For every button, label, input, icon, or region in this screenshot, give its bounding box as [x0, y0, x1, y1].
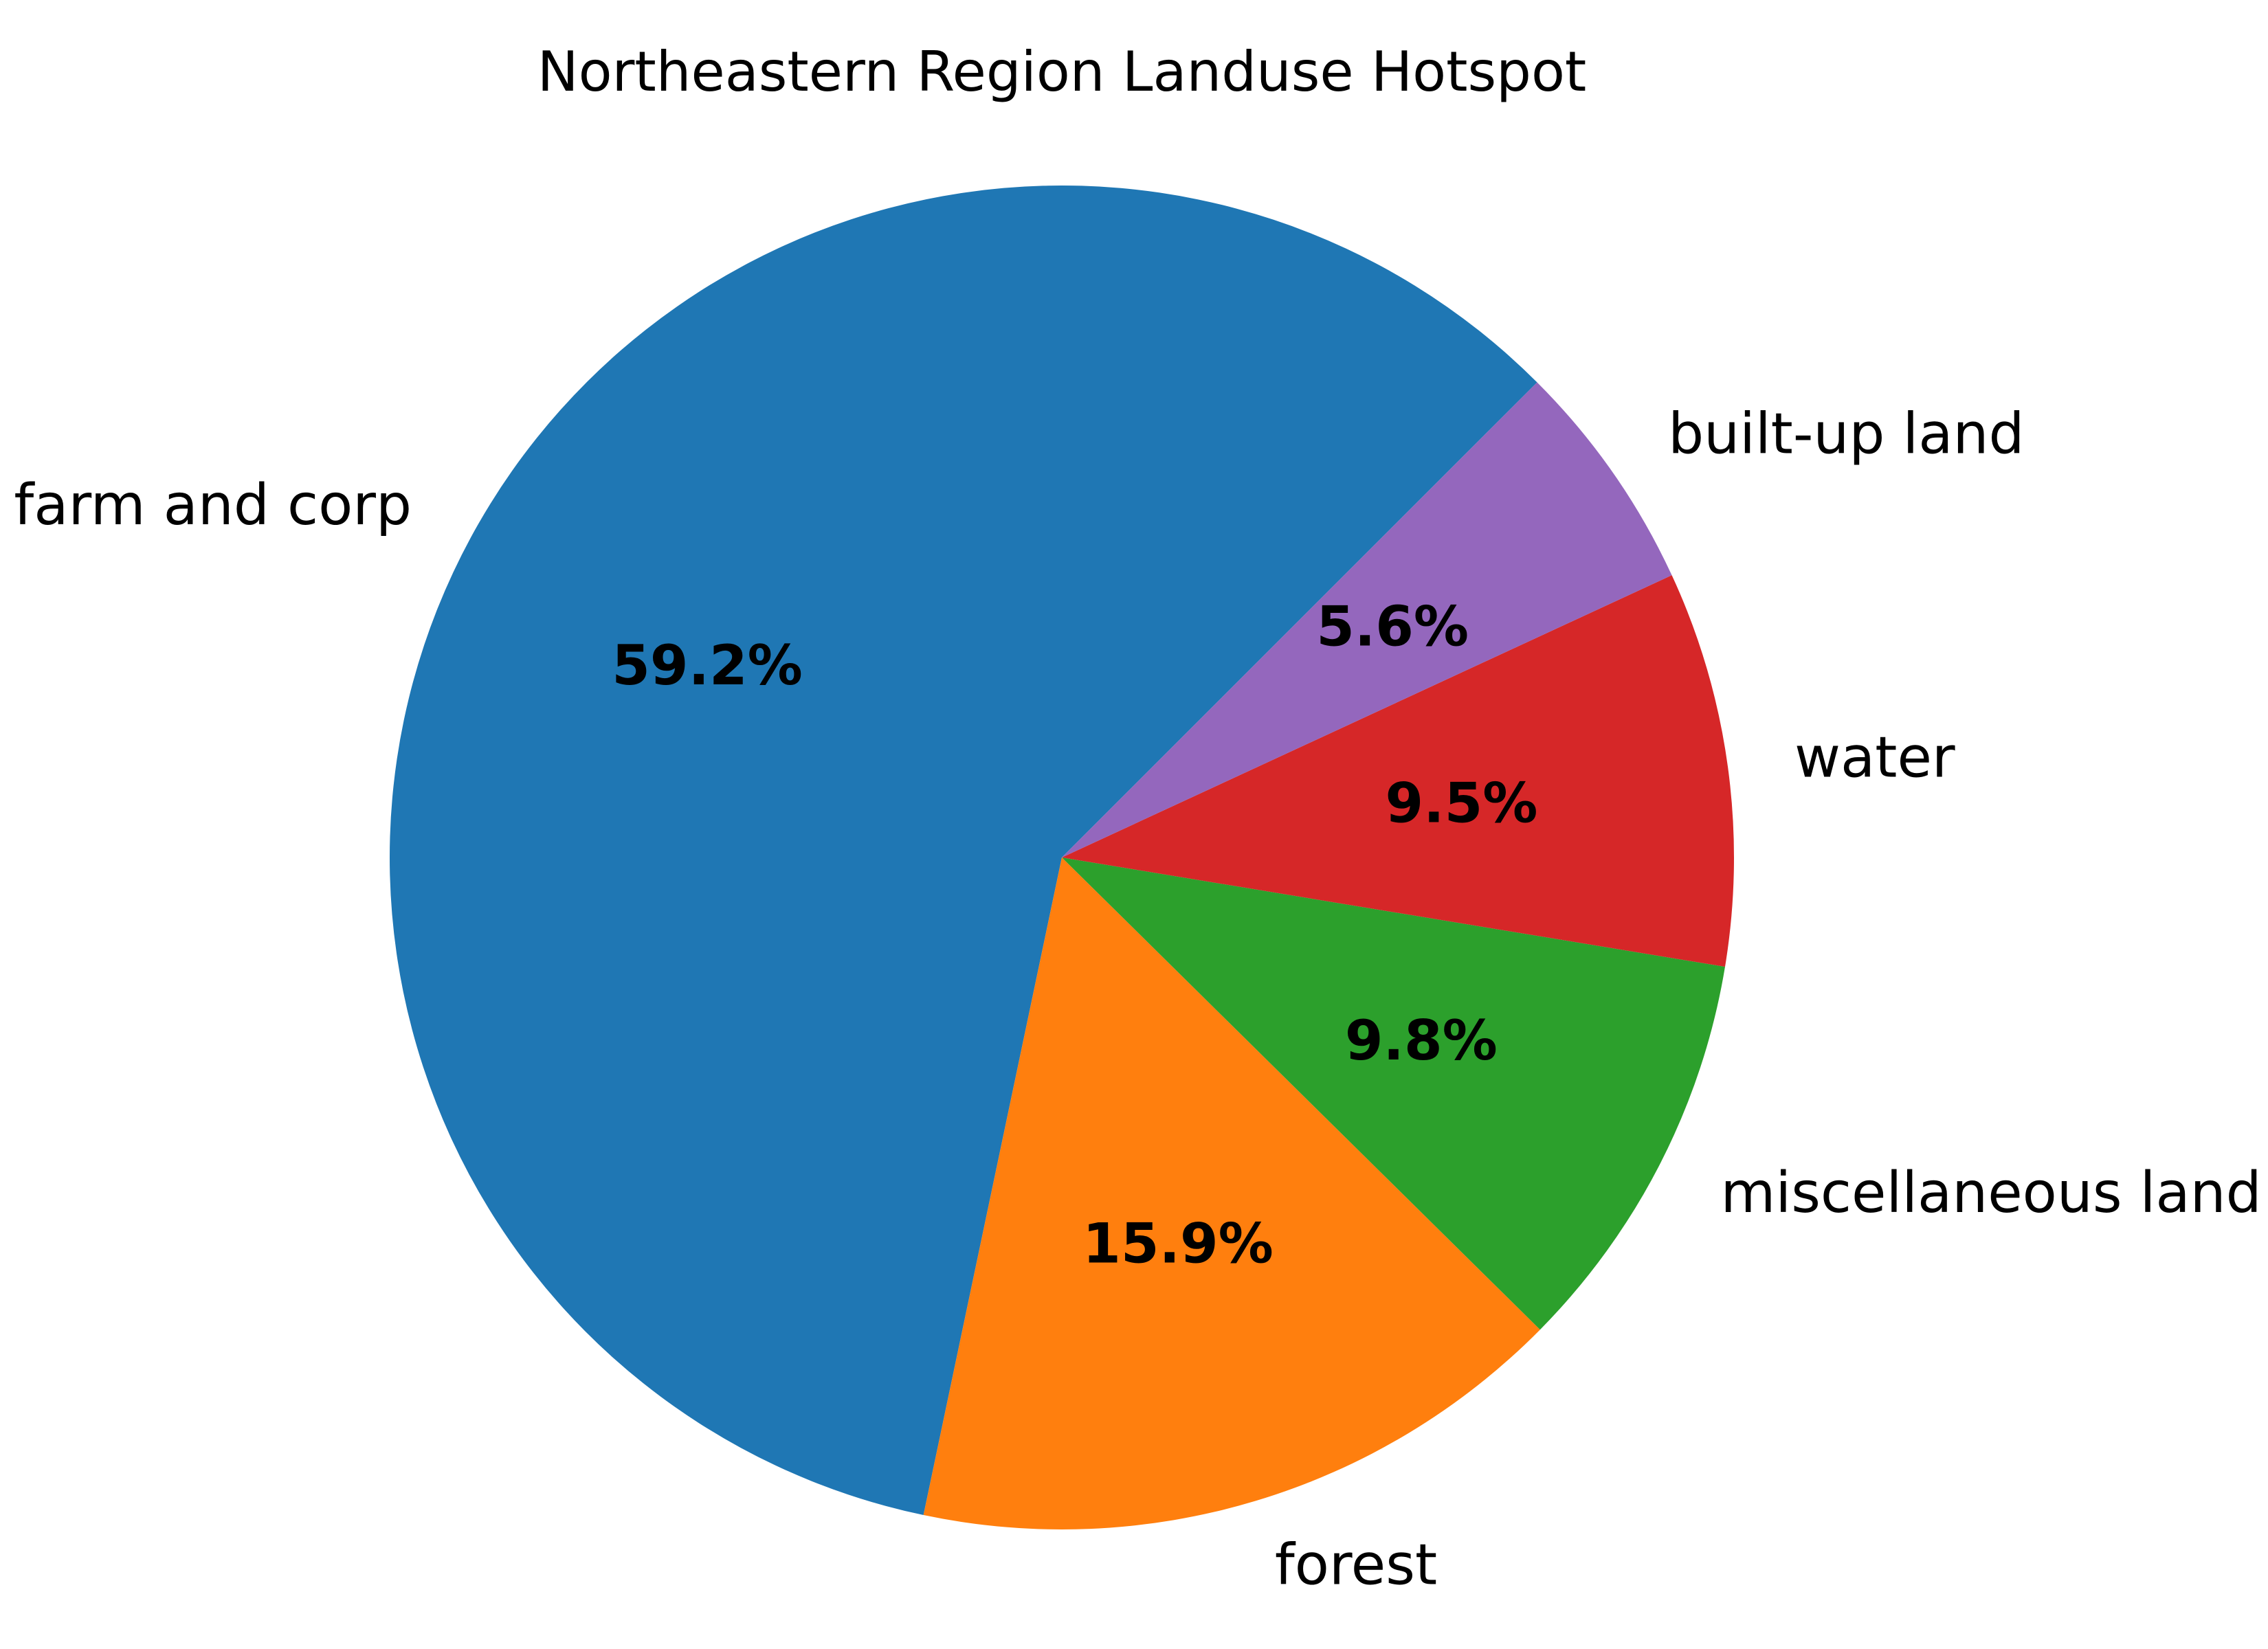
slice-label: forest [1275, 1533, 1437, 1598]
slice-label: miscellaneous land [1721, 1160, 2262, 1226]
pie-slices [390, 186, 1734, 1530]
slice-percent-label: 9.8% [1345, 1009, 1498, 1073]
chart-title: Northeastern Region Landuse Hotspot [537, 40, 1587, 104]
pie-slice-miscellaneous-land [1062, 857, 1725, 1330]
slice-percent-label: 59.2% [612, 633, 803, 697]
pie-slice-water [1062, 575, 1734, 967]
pie-slice-farm-and-corp [390, 186, 1537, 1516]
pie-slice-built-up-land [1062, 382, 1672, 857]
slice-percent-label: 5.6% [1316, 595, 1469, 659]
pie-labels: farm and corp 59.2% forest 15.9% miscellaneo… [14, 402, 2261, 1598]
slice-label: built-up land [1668, 402, 2024, 467]
slice-label: water [1794, 726, 1955, 791]
slice-percent-label: 15.9% [1082, 1211, 1274, 1275]
pie-slice-forest [923, 857, 1540, 1530]
slice-percent-label: 9.5% [1386, 771, 1538, 835]
slice-label: farm and corp [14, 473, 412, 538]
